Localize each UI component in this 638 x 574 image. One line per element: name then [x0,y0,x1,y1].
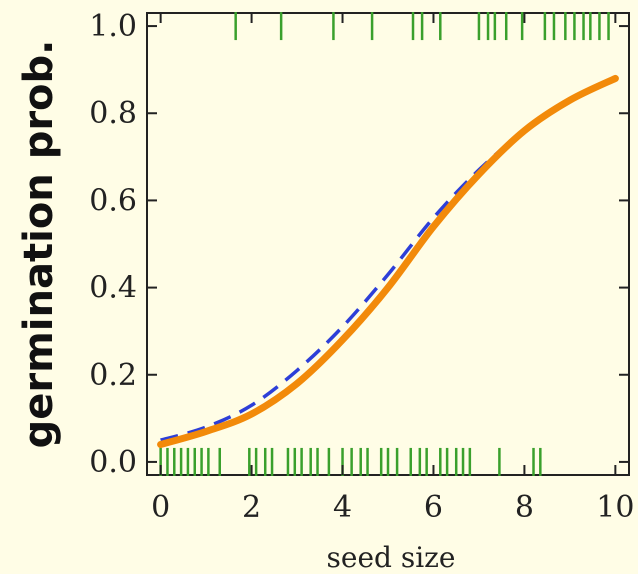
x-tick-label-3: 6 [424,490,443,525]
plot-frame [146,12,630,476]
y-tick-label-1: 0.2 [89,358,137,393]
x-tick-label-4: 8 [515,490,534,525]
x-tick-label-0: 0 [151,490,170,525]
tick-layer: 0 2 4 6 8 10 0.0 0.2 0.4 0.6 0.8 1.0 [89,9,634,525]
y-axis-label: germination prob. [16,40,62,449]
x-tick-label-2: 4 [333,490,352,525]
x-tick-label-1: 2 [242,490,261,525]
y-tick-label-0: 0.0 [89,445,137,480]
x-tick-label-5: 10 [596,490,634,525]
y-tick-label-5: 1.0 [89,9,137,44]
y-tick-label-4: 0.8 [89,96,137,131]
series-layer [157,74,619,448]
rug-layer [159,12,610,476]
series-line-solid [157,74,619,448]
y-tick-label-2: 0.4 [89,271,137,306]
x-axis-label: seed size [327,541,456,574]
y-tick-label-3: 0.6 [89,183,137,218]
series-line-dashed [160,76,617,442]
